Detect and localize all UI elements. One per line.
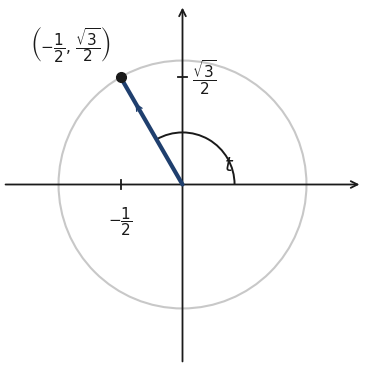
Text: $t$: $t$ xyxy=(224,156,235,175)
Text: $\dfrac{\sqrt{3}}{2}$: $\dfrac{\sqrt{3}}{2}$ xyxy=(192,58,217,97)
Text: $\left(-\dfrac{1}{2},\,\dfrac{\sqrt{3}}{2}\right)$: $\left(-\dfrac{1}{2},\,\dfrac{\sqrt{3}}{… xyxy=(30,25,111,64)
Text: $-\dfrac{1}{2}$: $-\dfrac{1}{2}$ xyxy=(108,206,133,238)
